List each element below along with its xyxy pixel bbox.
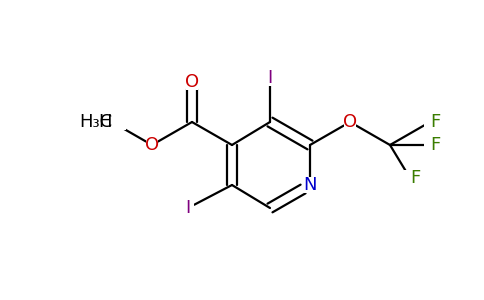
- FancyBboxPatch shape: [424, 137, 436, 153]
- FancyBboxPatch shape: [304, 177, 316, 193]
- FancyBboxPatch shape: [404, 170, 416, 186]
- Text: H: H: [99, 113, 112, 131]
- FancyBboxPatch shape: [146, 137, 158, 153]
- FancyBboxPatch shape: [424, 114, 436, 130]
- Text: I: I: [185, 199, 191, 217]
- Text: O: O: [145, 136, 159, 154]
- FancyBboxPatch shape: [182, 200, 194, 216]
- Text: I: I: [267, 69, 272, 87]
- FancyBboxPatch shape: [344, 114, 356, 130]
- Text: F: F: [410, 169, 420, 187]
- Text: N: N: [303, 176, 317, 194]
- FancyBboxPatch shape: [186, 74, 198, 90]
- FancyBboxPatch shape: [264, 70, 276, 86]
- Text: F: F: [430, 136, 440, 154]
- Text: H₃C: H₃C: [79, 113, 112, 131]
- Text: F: F: [430, 113, 440, 131]
- Text: O: O: [185, 73, 199, 91]
- Text: O: O: [343, 113, 357, 131]
- FancyBboxPatch shape: [98, 114, 126, 130]
